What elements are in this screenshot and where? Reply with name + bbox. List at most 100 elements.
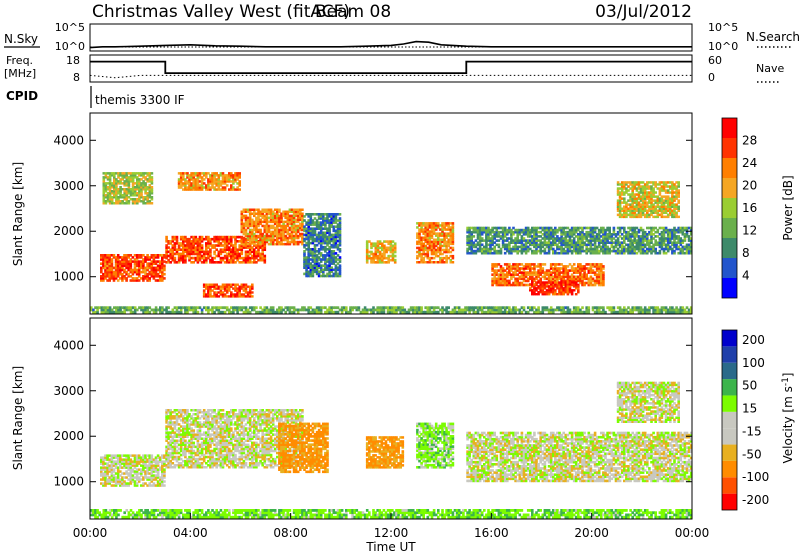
data-cell bbox=[574, 249, 578, 253]
data-cell bbox=[499, 237, 503, 240]
data-cell bbox=[677, 181, 680, 184]
data-cell bbox=[319, 245, 323, 249]
data-cell bbox=[516, 249, 519, 253]
data-cell bbox=[150, 308, 154, 312]
data-cell bbox=[296, 218, 300, 222]
data-cell bbox=[483, 228, 486, 232]
data-cell bbox=[585, 237, 588, 240]
data-cell bbox=[225, 285, 229, 288]
data-cell bbox=[574, 275, 578, 279]
data-cell bbox=[541, 287, 545, 290]
data-cell bbox=[238, 180, 241, 183]
data-cell bbox=[244, 224, 248, 228]
cpid-label: CPID bbox=[6, 89, 38, 103]
data-cell bbox=[232, 235, 235, 239]
data-cell bbox=[549, 228, 553, 232]
data-cell bbox=[140, 260, 143, 263]
data-cell bbox=[602, 265, 605, 268]
data-cell bbox=[537, 235, 540, 238]
data-cell bbox=[365, 248, 369, 252]
data-cell bbox=[328, 241, 331, 245]
data-cell bbox=[328, 268, 331, 272]
data-cell bbox=[506, 275, 509, 279]
data-cell bbox=[547, 269, 551, 272]
data-cell bbox=[385, 250, 388, 254]
data-cell bbox=[445, 244, 448, 248]
data-cell bbox=[326, 260, 329, 263]
data-cell bbox=[424, 246, 427, 250]
data-cell bbox=[309, 235, 313, 239]
data-cell bbox=[253, 214, 256, 218]
data-cell bbox=[255, 228, 258, 232]
data-cell bbox=[257, 252, 260, 256]
data-cell bbox=[518, 245, 522, 249]
data-cell bbox=[221, 174, 225, 177]
data-cell bbox=[522, 249, 526, 253]
data-cell bbox=[125, 176, 129, 179]
data-cell bbox=[660, 199, 664, 202]
data-cell bbox=[150, 254, 154, 257]
data-cell bbox=[137, 279, 141, 282]
data-cell bbox=[635, 247, 639, 251]
data-cell bbox=[228, 283, 231, 286]
data-cell bbox=[294, 218, 298, 222]
data-cell bbox=[643, 243, 647, 247]
data-cell bbox=[263, 248, 267, 251]
data-cell bbox=[104, 256, 107, 259]
data-cell bbox=[497, 263, 501, 266]
data-cell bbox=[213, 240, 216, 243]
data-cell bbox=[620, 241, 624, 244]
data-cell bbox=[549, 279, 553, 283]
data-cell bbox=[213, 237, 216, 241]
data-cell bbox=[501, 283, 505, 287]
data-cell bbox=[114, 272, 118, 276]
data-cell bbox=[290, 208, 294, 211]
data-cell bbox=[217, 261, 221, 264]
data-cell bbox=[186, 248, 189, 251]
data-cell bbox=[248, 218, 252, 222]
data-cell bbox=[675, 215, 678, 219]
data-cell bbox=[564, 289, 568, 292]
data-cell bbox=[633, 247, 637, 251]
data-cell bbox=[480, 249, 484, 253]
data-cell bbox=[119, 186, 122, 189]
data-cell bbox=[142, 306, 145, 310]
data-cell bbox=[539, 291, 542, 294]
data-cell bbox=[677, 215, 680, 219]
data-cell bbox=[240, 250, 244, 254]
data-cell bbox=[280, 236, 283, 240]
data-cell bbox=[533, 279, 536, 283]
data-cell bbox=[489, 233, 492, 236]
data-cell bbox=[123, 270, 126, 274]
data-cell bbox=[167, 250, 170, 254]
data-cell bbox=[294, 224, 298, 228]
data-cell bbox=[217, 182, 221, 185]
data-cell bbox=[641, 185, 645, 188]
data-cell bbox=[332, 237, 336, 241]
data-cell bbox=[562, 289, 565, 292]
data-cell bbox=[489, 237, 492, 240]
data-cell bbox=[631, 239, 634, 242]
data-cell bbox=[602, 226, 605, 230]
data-cell bbox=[232, 176, 235, 179]
data-cell bbox=[221, 186, 225, 189]
data-cell bbox=[487, 239, 490, 242]
data-cell bbox=[148, 262, 151, 265]
data-cell bbox=[422, 250, 425, 254]
data-cell bbox=[604, 239, 607, 242]
data-cell bbox=[539, 273, 542, 276]
data-cell bbox=[255, 250, 258, 254]
data-cell bbox=[207, 254, 210, 258]
data-cell bbox=[284, 220, 287, 224]
data-cell bbox=[529, 241, 532, 244]
data-cell bbox=[305, 229, 308, 233]
data-cell bbox=[610, 237, 614, 240]
data-cell bbox=[307, 237, 310, 241]
data-cell bbox=[449, 259, 453, 262]
data-cell bbox=[255, 256, 258, 260]
data-cell bbox=[378, 258, 382, 262]
data-cell bbox=[629, 197, 632, 200]
data-cell bbox=[131, 184, 135, 187]
data-cell bbox=[108, 270, 111, 274]
data-cell bbox=[449, 242, 453, 246]
